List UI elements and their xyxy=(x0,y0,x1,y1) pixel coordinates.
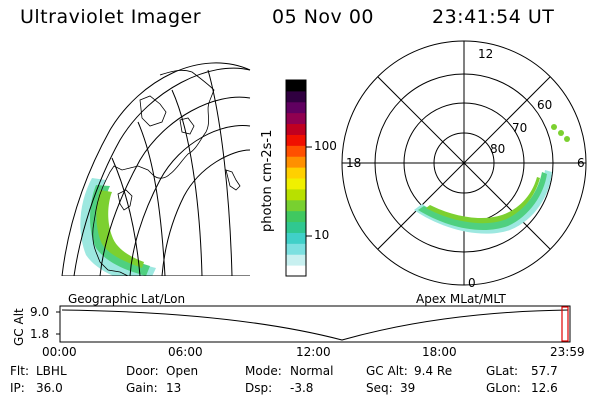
auroral-oval-right xyxy=(414,124,570,234)
door-value: Open xyxy=(166,364,199,378)
mode-value: Normal xyxy=(290,364,334,378)
observation-date: 05 Nov 00 xyxy=(272,6,375,28)
gain-key: Gain: xyxy=(126,381,158,395)
seq-value: 39 xyxy=(400,381,416,395)
mlat-label-80: 80 xyxy=(490,142,506,156)
color-scale-segment xyxy=(286,156,306,168)
color-scale-segment xyxy=(286,134,306,146)
color-scale-segment xyxy=(286,178,306,190)
color-tick-100: 100 xyxy=(314,139,337,153)
observation-time: 23:41:54 UT xyxy=(432,6,555,28)
mlt-label-18: 18 xyxy=(346,156,362,170)
seq-key: Seq: xyxy=(366,381,393,395)
glat-value: 57.7 xyxy=(531,364,558,378)
color-scale-segment xyxy=(286,167,306,179)
timeline-xlabel-1800: 18:00 xyxy=(422,345,457,359)
color-scale-segment xyxy=(286,265,306,277)
auroral-oval-left xyxy=(80,178,156,276)
door-key: Door: xyxy=(126,364,159,378)
left-panel-caption: Geographic Lat/Lon xyxy=(68,292,186,306)
color-scale-segment xyxy=(286,80,306,92)
flt-value: LBHL xyxy=(36,364,67,378)
color-scale-segment xyxy=(286,123,306,135)
gcalt-value: 9.4 Re xyxy=(414,364,453,378)
mlat-label-70: 70 xyxy=(512,121,528,135)
right-panel-caption: Apex MLat/MLT xyxy=(416,292,506,306)
mode-key: Mode: xyxy=(245,364,282,378)
glon-value: 12.6 xyxy=(531,381,558,395)
glon-key: GLon: xyxy=(486,381,521,395)
color-scale-segment xyxy=(286,90,306,103)
color-scale-segment xyxy=(286,243,306,255)
ip-key: IP: xyxy=(10,381,25,395)
color-scale-segment xyxy=(286,188,306,201)
mlat-label-60: 60 xyxy=(537,98,553,112)
color-scale-segment xyxy=(286,145,306,157)
timeline-xlabel-0000: 00:00 xyxy=(42,345,77,359)
color-scale-segment xyxy=(286,199,306,212)
color-scale-segment xyxy=(286,101,306,114)
mlt-label-6: 6 xyxy=(577,156,585,170)
timeline-axis-title: GC Alt xyxy=(12,308,26,346)
flt-key: Flt: xyxy=(10,364,29,378)
timeline-ylabel-top: 9.0 xyxy=(30,305,50,319)
timeline-xlabel-0600: 06:00 xyxy=(168,345,203,359)
ip-value: 36.0 xyxy=(36,381,63,395)
color-scale-segment xyxy=(286,210,306,223)
timeline-xlabel-1200: 12:00 xyxy=(296,345,331,359)
mlt-label-12: 12 xyxy=(478,47,494,61)
mlt-label-0: 0 xyxy=(468,276,476,290)
glat-key: GLat: xyxy=(486,364,519,378)
instrument-title: Ultraviolet Imager xyxy=(20,6,202,28)
color-tick-10: 10 xyxy=(314,228,330,242)
timeline-xlabel-2359: 23:59 xyxy=(550,345,585,359)
gcalt-key: GC Alt: xyxy=(366,364,408,378)
color-scale-segment xyxy=(286,112,306,125)
timeline-ylabel-bottom: 1.8 xyxy=(30,327,50,341)
color-scale-segment xyxy=(286,232,306,244)
dsp-key: Dsp: xyxy=(245,381,273,395)
color-scale-segment xyxy=(286,254,306,266)
color-scale-segment xyxy=(286,221,306,233)
gain-value: 13 xyxy=(166,381,182,395)
dsp-value: -3.8 xyxy=(290,381,314,395)
